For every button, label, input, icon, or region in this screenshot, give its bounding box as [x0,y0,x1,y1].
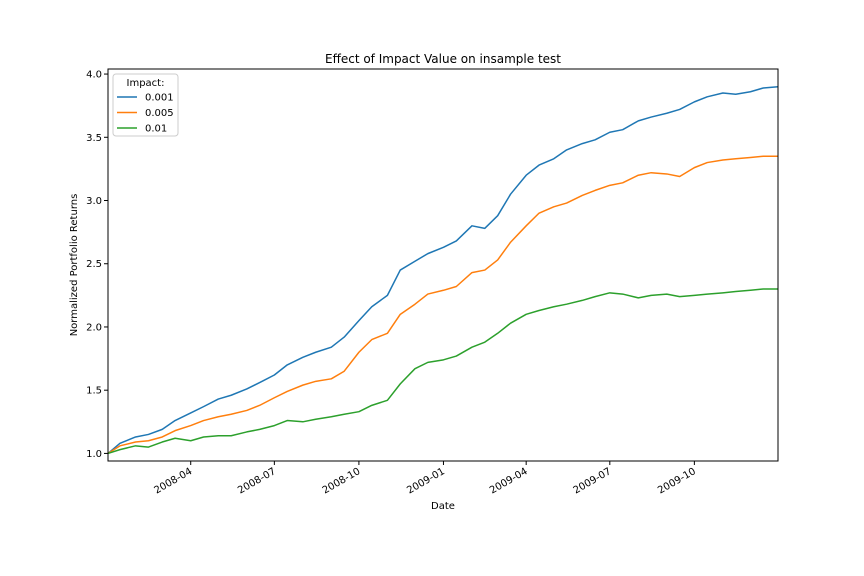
legend-label-0: 0.001 [145,93,174,104]
y-tick-label: 2.0 [86,322,102,333]
legend-label-1: 0.005 [145,108,174,119]
y-tick-label: 1.5 [86,386,102,397]
y-tick-label: 2.5 [86,259,102,270]
legend-box [112,73,179,137]
x-axis-title: Date [431,501,455,512]
y-tick-label: 1.0 [86,449,102,460]
series-line-2 [107,288,778,455]
legend-label-2: 0.01 [145,124,167,135]
y-tick-label: 3.0 [86,196,102,207]
y-axis-title: Normalized Portfolio Returns [69,194,80,337]
y-tick-label: 4.0 [86,70,102,81]
y-axis: 1.0 1.5 2.0 2.5 3.0 3.5 4.0 [86,70,108,460]
chart-title: Effect of Impact Value on insample test [325,52,561,66]
series-line-0 [107,85,779,454]
plot-lines [107,85,779,455]
legend-title: Impact: [127,78,165,89]
series-line-1 [107,155,778,455]
y-tick-label: 3.5 [86,133,102,144]
legend: Impact: 0.001 0.005 0.01 [112,73,179,137]
